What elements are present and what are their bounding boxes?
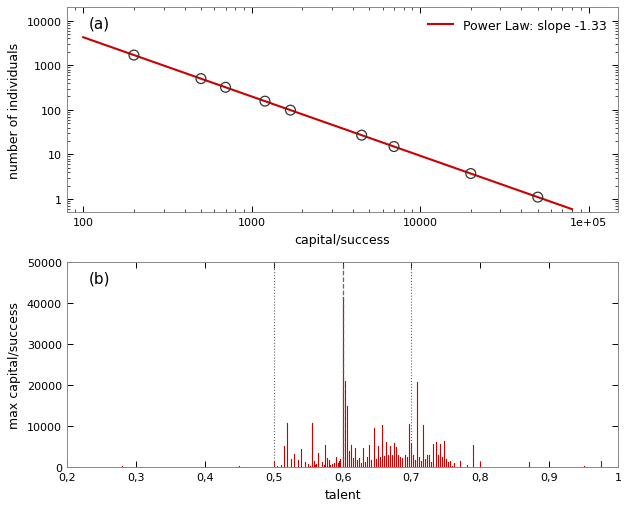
Point — [220, 84, 231, 92]
Power Law: slope -1.33: (5.35e+03, 21.4): slope -1.33: (5.35e+03, 21.4) — [370, 137, 378, 144]
Point — [357, 132, 367, 140]
Point — [466, 170, 476, 178]
Text: (b): (b) — [89, 271, 110, 286]
X-axis label: capital/success: capital/success — [295, 233, 391, 246]
Point — [285, 107, 295, 115]
Point — [533, 193, 543, 202]
Text: (a): (a) — [89, 16, 110, 32]
Y-axis label: number of individuals: number of individuals — [8, 43, 21, 179]
Point — [196, 75, 206, 83]
Point — [260, 98, 270, 106]
Power Law: slope -1.33: (5.98e+03, 18.5): slope -1.33: (5.98e+03, 18.5) — [379, 140, 386, 146]
Power Law: slope -1.33: (2.8e+04, 2.38): slope -1.33: (2.8e+04, 2.38) — [491, 180, 499, 186]
Line: Power Law: slope -1.33: Power Law: slope -1.33 — [83, 38, 572, 210]
Power Law: slope -1.33: (8e+04, 0.587): slope -1.33: (8e+04, 0.587) — [568, 207, 576, 213]
Point — [389, 143, 399, 151]
Point — [129, 52, 139, 60]
X-axis label: talent: talent — [324, 488, 361, 501]
Power Law: slope -1.33: (5.23e+03, 22.1): slope -1.33: (5.23e+03, 22.1) — [369, 137, 377, 143]
Power Law: slope -1.33: (100, 4.27e+03): slope -1.33: (100, 4.27e+03) — [79, 35, 87, 41]
Power Law: slope -1.33: (4.28e+04, 1.35): slope -1.33: (4.28e+04, 1.35) — [523, 191, 530, 197]
Y-axis label: max capital/success: max capital/success — [8, 302, 21, 429]
Power Law: slope -1.33: (102, 4.14e+03): slope -1.33: (102, 4.14e+03) — [81, 36, 89, 42]
Legend: Power Law: slope -1.33: Power Law: slope -1.33 — [423, 15, 612, 38]
